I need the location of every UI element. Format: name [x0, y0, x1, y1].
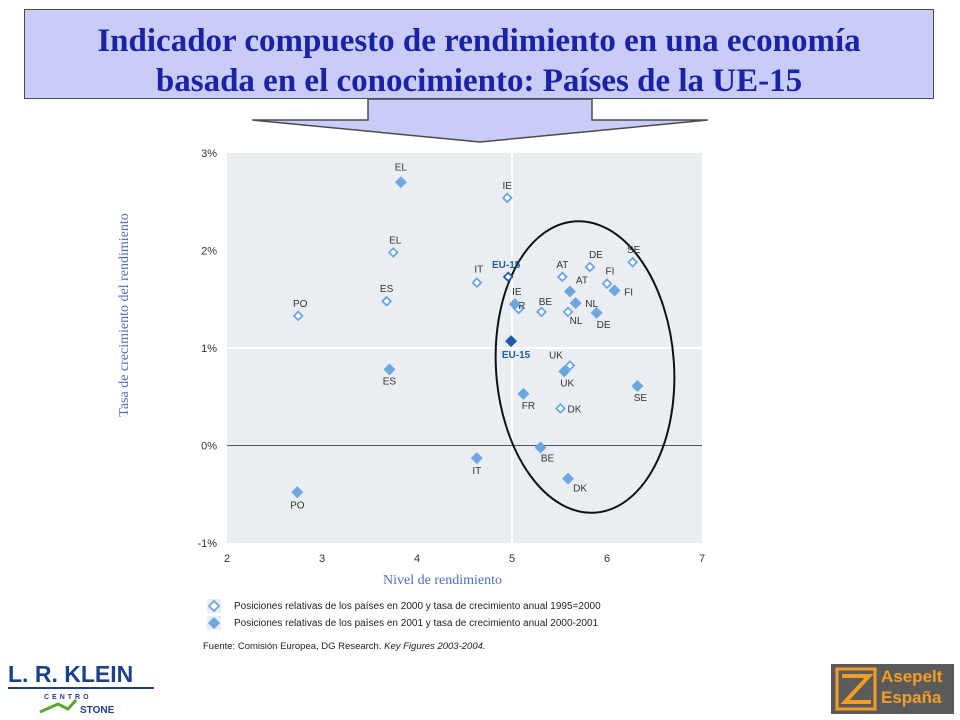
point-label-2000-nl: NL — [570, 316, 583, 327]
point-label-2000-be: BE — [539, 297, 553, 308]
point-label-2001-at: AT — [576, 275, 588, 286]
legend-label-2001: Posiciones relativas de los países en 20… — [234, 618, 599, 629]
point-label-2000-it: IT — [474, 265, 483, 276]
point-label-2001-fr: FR — [522, 401, 535, 412]
filled-diamond-icon — [207, 616, 221, 630]
point-2001-fi — [608, 284, 621, 297]
y-tick-label: 1% — [201, 343, 217, 355]
point-label-2001-dk: DK — [573, 484, 587, 495]
point-2000-ie — [501, 192, 513, 204]
point-label-2000-uk: UK — [549, 351, 563, 362]
point-label-2001-it: IT — [472, 466, 481, 477]
x-tick-label: 5 — [509, 553, 515, 565]
point-2000-uk — [564, 360, 576, 372]
point-label-2001-se: SE — [634, 393, 648, 404]
klein-logo-sub1: CENTRO — [44, 694, 92, 701]
point-2001-es — [383, 363, 396, 376]
title-line-2: basada en el conocimiento: Países de la … — [155, 63, 803, 99]
y-tick-label: 0% — [201, 441, 217, 453]
point-label-2001-el: EL — [395, 162, 408, 173]
point-label-2001-es: ES — [383, 376, 397, 387]
point-label-2001-de: DE — [597, 320, 611, 331]
point-label-2000-ie: IE — [503, 181, 513, 192]
point-2000-fi — [601, 278, 613, 290]
point-label-2000-fi: FI — [606, 267, 615, 278]
point-2001-se — [631, 380, 644, 393]
point-2001-be — [534, 441, 547, 454]
point-2001-nl — [569, 297, 582, 310]
point-2000-be — [535, 306, 547, 318]
page-title: Indicador compuesto de rendimiento en un… — [25, 21, 933, 101]
x-tick-label: 7 — [699, 553, 705, 565]
point-label-2000-po: PO — [293, 299, 308, 310]
point-label-2000-se: SE — [627, 245, 641, 256]
point-label-2001-nl: NL — [585, 299, 598, 310]
y-tick-label: 3% — [201, 148, 217, 160]
asepelt-logo: Asepelt España — [831, 664, 954, 714]
y-tick-label: 2% — [201, 246, 217, 258]
y-tick-label: -1% — [197, 538, 217, 550]
x-tick-label: 2 — [224, 553, 230, 565]
point-2001-at — [563, 285, 576, 298]
hollow-diamond-icon — [207, 599, 221, 613]
point-2000-nl — [562, 306, 574, 318]
point-2001-it — [470, 452, 483, 465]
asepelt-emblem-icon — [835, 667, 877, 711]
point-2001-eu-15 — [505, 335, 518, 348]
point-label-2001-be: BE — [541, 453, 555, 464]
point-2000-dk — [554, 402, 566, 414]
x-axis-label: Nivel de rendimiento — [383, 573, 502, 588]
point-label-2000-at: AT — [556, 260, 568, 271]
point-label-2001-uk: UK — [560, 378, 574, 389]
point-label-2000-es: ES — [380, 284, 394, 295]
point-2000-at — [556, 271, 568, 283]
point-label-2001-po: PO — [290, 500, 305, 511]
point-2001-uk — [558, 365, 571, 378]
point-2001-ie — [508, 298, 521, 311]
point-2000-it — [471, 277, 483, 289]
asepelt-name: Asepelt — [881, 667, 943, 686]
title-line-1: Indicador compuesto de rendimiento en un… — [97, 23, 861, 59]
klein-logo-sub2: STONE — [80, 705, 115, 716]
x-tick-label: 6 — [604, 553, 610, 565]
point-2000-se — [627, 256, 639, 268]
point-label-2001-eu-15: EU-15 — [502, 350, 531, 361]
asepelt-country: España — [881, 688, 942, 707]
point-label-2001-ie: IE — [512, 287, 522, 298]
point-2001-po — [291, 486, 304, 499]
point-2000-eu-15 — [502, 271, 514, 283]
highlight-ellipse — [494, 220, 676, 514]
source-prefix: Fuente: Comisión Europea, DG Research. — [203, 641, 385, 652]
point-2000-de — [584, 261, 596, 273]
title-arrow — [251, 98, 709, 143]
klein-logo: L. R. KLEIN CENTRO STONE — [8, 661, 154, 716]
point-label-2000-fr: FR — [512, 301, 525, 312]
source-title: Key Figures 2003-2004. — [384, 641, 486, 652]
x-tick-label: 3 — [319, 553, 325, 565]
legend-label-2000: Posiciones relativas de los países en 20… — [234, 601, 601, 612]
point-2001-el — [394, 176, 407, 189]
point-label-2000-dk: DK — [567, 404, 581, 415]
source-note: Fuente: Comisión Europea, DG Research. K… — [203, 641, 486, 652]
title-banner: Indicador compuesto de rendimiento en un… — [24, 9, 934, 99]
point-label-2000-el: EL — [389, 235, 402, 246]
point-label-2001-fi: FI — [624, 287, 633, 298]
point-label-2000-eu-15: EU-15 — [492, 260, 521, 271]
x-tick-label: 4 — [414, 553, 420, 565]
point-2000-el — [387, 246, 399, 258]
point-2001-de — [590, 306, 603, 319]
klein-logo-name: L. R. KLEIN — [8, 661, 133, 687]
y-axis-label: Tasa de crecimiento del rendimiento — [117, 213, 132, 417]
point-2001-dk — [562, 472, 575, 485]
point-2000-po — [292, 310, 304, 322]
point-label-2000-de: DE — [589, 250, 603, 261]
point-2000-es — [381, 295, 393, 307]
point-2001-fr — [517, 387, 530, 400]
